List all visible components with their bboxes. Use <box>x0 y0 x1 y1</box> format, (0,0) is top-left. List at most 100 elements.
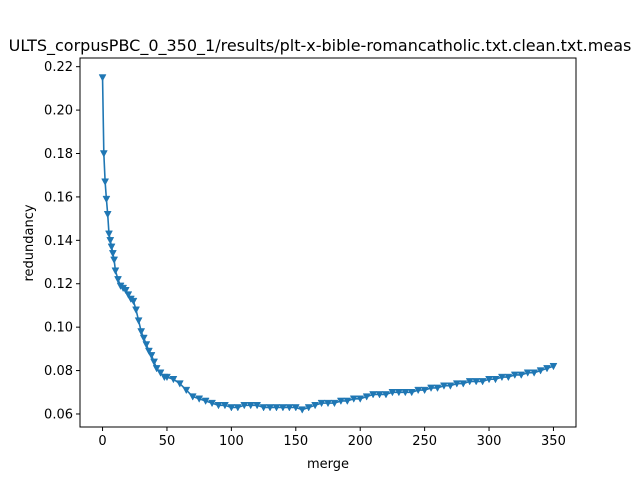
data-point <box>317 399 326 408</box>
x-axis: 0 50 100 150 200 250 300 350 <box>98 427 566 449</box>
axes-frame <box>79 57 577 428</box>
data-point <box>298 406 307 414</box>
data-point <box>543 365 551 373</box>
data-point <box>188 393 197 401</box>
series-line <box>101 77 554 411</box>
y-tick-label: 0.06 <box>44 407 73 422</box>
data-point <box>472 378 481 386</box>
data-point <box>343 397 352 405</box>
chart-title: ULTS_corpusPBC_0_350_1/results/plt-x-bib… <box>9 36 632 56</box>
plot-area <box>98 74 558 414</box>
data-point <box>266 404 274 412</box>
data-point <box>134 317 143 325</box>
y-axis: 0.06 0.08 0.10 0.12 0.14 0.16 0.18 0.20 0.22 <box>44 60 80 422</box>
data-point <box>103 211 112 219</box>
data-point <box>465 378 474 386</box>
data-point <box>375 391 384 399</box>
data-point <box>336 397 345 405</box>
data-point <box>132 306 140 314</box>
data-point <box>114 276 122 284</box>
data-point <box>504 373 513 382</box>
data-point <box>311 402 320 410</box>
data-point <box>433 384 442 392</box>
data-point <box>139 334 148 343</box>
data-point <box>110 256 119 264</box>
data-point <box>101 178 110 186</box>
data-point <box>201 397 210 405</box>
data-point <box>324 399 332 408</box>
data-point <box>491 376 500 384</box>
data-point <box>272 404 281 412</box>
data-point <box>105 230 113 238</box>
data-point <box>530 369 539 377</box>
data-point <box>536 367 545 375</box>
data-point <box>549 362 558 371</box>
x-tick-label: 150 <box>283 434 308 449</box>
data-point <box>452 380 461 388</box>
data-point <box>420 386 429 395</box>
data-point <box>169 376 178 384</box>
data-point <box>401 389 410 397</box>
data-point <box>382 391 390 399</box>
x-tick-label: 0 <box>98 434 106 449</box>
x-tick-label: 250 <box>412 434 437 449</box>
y-tick-label: 0.20 <box>44 104 73 119</box>
data-point <box>98 74 107 82</box>
y-tick-label: 0.10 <box>44 321 73 336</box>
y-tick-label: 0.16 <box>44 190 73 205</box>
data-point <box>394 389 403 397</box>
y-tick-label: 0.14 <box>44 234 73 249</box>
data-point <box>195 395 204 403</box>
data-point <box>498 373 506 382</box>
data-point <box>227 404 236 412</box>
x-tick-label: 350 <box>541 434 566 449</box>
x-tick-label: 50 <box>159 434 176 449</box>
data-point <box>208 399 216 408</box>
data-point <box>240 402 249 410</box>
data-point <box>221 402 229 410</box>
data-point <box>99 150 108 158</box>
x-axis-label: merge <box>307 457 349 472</box>
data-point <box>145 347 153 356</box>
data-point <box>253 402 262 410</box>
data-point <box>156 369 165 377</box>
data-point <box>349 395 358 403</box>
data-point <box>478 378 487 386</box>
data-point <box>108 250 117 258</box>
data-point <box>152 365 161 373</box>
data-point <box>446 382 455 390</box>
data-point <box>150 358 158 366</box>
data-point <box>111 267 120 275</box>
data-point <box>233 404 242 412</box>
y-axis-label: redundancy <box>22 204 37 281</box>
data-point <box>259 404 268 412</box>
data-point <box>107 243 116 251</box>
data-point <box>163 373 171 382</box>
data-point <box>414 386 423 395</box>
data-point <box>121 287 130 295</box>
data-point <box>510 371 519 379</box>
x-tick-label: 300 <box>477 434 502 449</box>
data-point <box>330 399 339 408</box>
y-tick-label: 0.08 <box>44 364 73 379</box>
data-point <box>459 380 468 388</box>
data-point <box>142 341 151 349</box>
data-point <box>137 328 146 336</box>
data-point <box>214 402 223 410</box>
data-point <box>517 371 526 379</box>
y-tick-label: 0.22 <box>44 60 73 75</box>
y-tick-label: 0.12 <box>44 277 73 292</box>
data-point <box>106 237 115 245</box>
data-point <box>182 386 191 395</box>
data-point <box>129 297 138 306</box>
data-point <box>369 391 378 399</box>
data-point <box>304 404 313 412</box>
data-point <box>102 195 111 204</box>
data-point <box>175 380 184 388</box>
data-point <box>285 404 294 412</box>
data-point <box>427 384 435 392</box>
data-point <box>362 393 371 401</box>
data-point <box>278 404 287 412</box>
data-point <box>523 369 532 377</box>
